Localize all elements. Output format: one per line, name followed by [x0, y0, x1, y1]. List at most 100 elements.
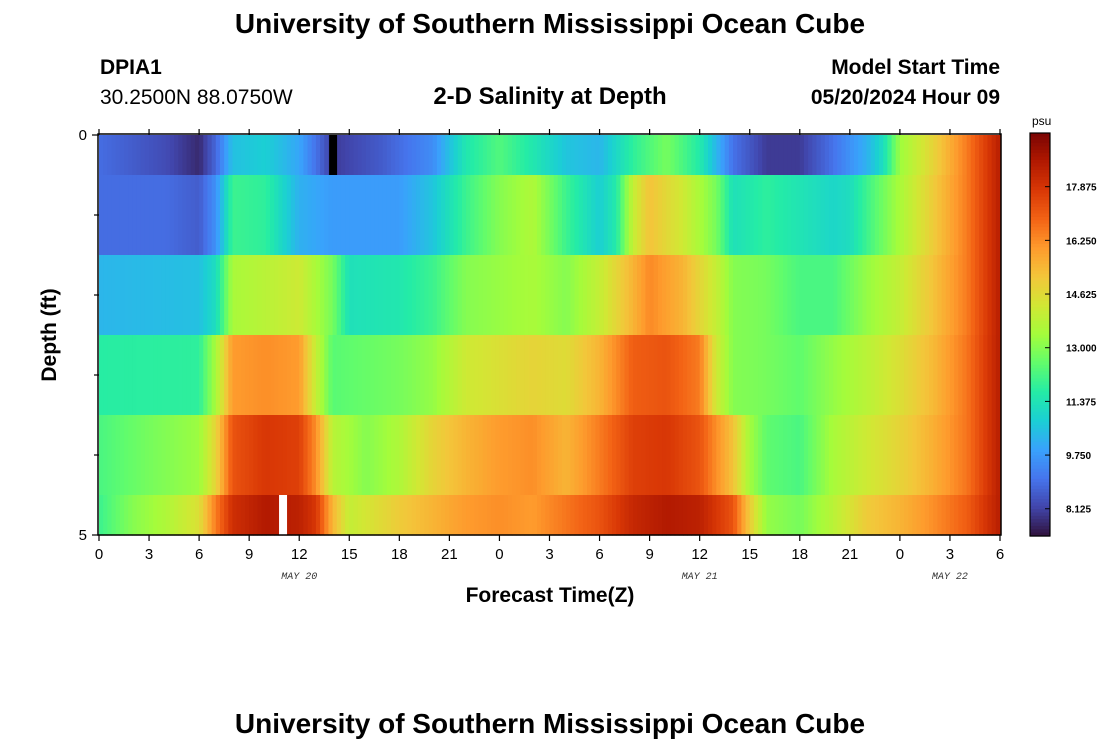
heatmap-cell — [474, 335, 480, 416]
heatmap-cell — [824, 175, 830, 256]
heatmap-cell — [837, 175, 843, 256]
colorbar-swatch — [1030, 505, 1050, 510]
heatmap-cell — [908, 495, 913, 536]
heatmap-cell — [174, 255, 179, 336]
heatmap-cell — [828, 135, 834, 176]
heatmap-cell — [315, 135, 321, 176]
heatmap-cell — [712, 175, 717, 256]
heatmap-cell — [612, 135, 617, 176]
heatmap-cell — [332, 415, 338, 496]
heatmap-cell — [653, 335, 659, 416]
heatmap-cell — [511, 495, 517, 536]
heatmap-cell — [628, 415, 634, 496]
colorbar-swatch — [1030, 331, 1050, 336]
heatmap-cell — [908, 255, 913, 336]
heatmap-cell — [941, 255, 947, 336]
colorbar-swatch — [1030, 462, 1050, 467]
heatmap-cell — [286, 135, 292, 176]
heatmap-cell — [570, 335, 576, 416]
heatmap-cell — [637, 335, 642, 416]
heatmap-cell — [883, 415, 888, 496]
heatmap-cell — [741, 175, 747, 256]
heatmap-cell — [557, 495, 563, 536]
heatmap-cell — [507, 135, 513, 176]
heatmap-cell — [833, 495, 838, 536]
heatmap-cell — [345, 135, 350, 176]
heatmap-cell — [378, 175, 384, 256]
heatmap-cell — [516, 495, 521, 536]
heatmap-cell — [224, 335, 229, 416]
heatmap-cell — [386, 415, 392, 496]
heatmap-cell — [612, 495, 617, 536]
heatmap-cell — [933, 495, 939, 536]
heatmap-cell — [349, 135, 355, 176]
heatmap-cell — [315, 175, 321, 256]
colorbar-tick-label: 14.625 — [1066, 290, 1097, 301]
heatmap-cell — [620, 135, 626, 176]
heatmap-cell — [165, 175, 171, 256]
heatmap-cell — [899, 255, 905, 336]
heatmap-cell — [603, 135, 609, 176]
heatmap-cell — [687, 415, 692, 496]
heatmap-cell — [883, 495, 888, 536]
heatmap-cell — [854, 335, 859, 416]
heatmap-cell — [745, 335, 751, 416]
heatmap-cell — [541, 255, 546, 336]
heatmap-cell — [370, 415, 375, 496]
heatmap-cell — [453, 495, 459, 536]
heatmap-cell — [870, 175, 876, 256]
heatmap-cell — [144, 255, 150, 336]
heatmap-cell — [574, 255, 580, 336]
heatmap-cell — [182, 335, 188, 416]
heatmap-cell — [245, 175, 250, 256]
colorbar-swatch — [1030, 321, 1050, 326]
heatmap-cell — [749, 135, 755, 176]
colorbar-swatch — [1030, 499, 1050, 504]
heatmap-cell — [353, 495, 359, 536]
heatmap-cell — [991, 335, 997, 416]
heatmap-cell — [849, 135, 855, 176]
heatmap-cell — [157, 495, 163, 536]
heatmap-cell — [407, 495, 413, 536]
heatmap-cell — [115, 335, 121, 416]
heatmap-cell — [787, 175, 793, 256]
heatmap-cell — [207, 255, 213, 336]
heatmap-cell — [854, 495, 859, 536]
heatmap-cell — [328, 255, 334, 336]
heatmap-cell — [178, 175, 184, 256]
heatmap-cell — [507, 255, 513, 336]
heatmap-cell — [937, 135, 943, 176]
heatmap-cell — [140, 495, 146, 536]
heatmap-cell — [128, 415, 133, 496]
heatmap-cell — [290, 255, 296, 336]
heatmap-cell — [249, 415, 254, 496]
heatmap-cell — [374, 135, 380, 176]
heatmap-cell — [270, 255, 275, 336]
heatmap-cell — [482, 175, 488, 256]
colorbar-swatch — [1030, 136, 1050, 141]
heatmap-cell — [119, 335, 125, 416]
heatmap-cell — [482, 135, 488, 176]
heatmap-cell — [979, 415, 984, 496]
colorbar-swatch — [1030, 216, 1050, 221]
heatmap-cell — [336, 495, 342, 536]
heatmap-cell — [124, 255, 129, 336]
heatmap-cell — [320, 495, 325, 536]
heatmap-cell — [904, 175, 909, 256]
heatmap-cell — [186, 495, 192, 536]
heatmap-cell — [345, 335, 350, 416]
heatmap-cell — [382, 175, 388, 256]
heatmap-cell — [612, 335, 617, 416]
heatmap-cell — [695, 255, 701, 336]
colorbar-swatch — [1030, 438, 1050, 443]
heatmap-cell — [303, 175, 309, 256]
heatmap-cell — [641, 255, 647, 336]
heatmap-cell — [674, 415, 680, 496]
heatmap-cell — [349, 495, 355, 536]
heatmap-cell — [578, 335, 584, 416]
heatmap-cell — [203, 415, 209, 496]
heatmap-cell — [169, 135, 175, 176]
heatmap-cell — [749, 175, 755, 256]
heatmap-cell — [357, 135, 363, 176]
heatmap-cell — [920, 135, 926, 176]
